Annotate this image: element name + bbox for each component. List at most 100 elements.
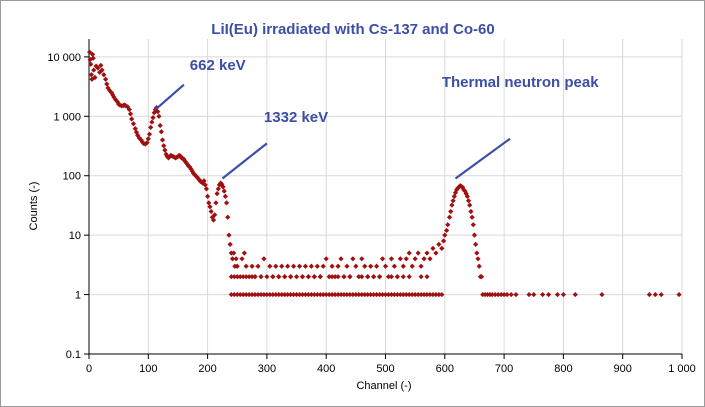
data-point: [382, 291, 389, 298]
y-tick-label: 0.1: [66, 349, 81, 361]
data-point: [320, 263, 326, 269]
data-point: [276, 291, 282, 298]
data-point: [243, 274, 249, 280]
data-point: [234, 274, 240, 280]
data-point: [450, 198, 456, 204]
data-point: [430, 291, 436, 298]
data-point: [296, 291, 303, 298]
data-point: [388, 274, 395, 280]
data-point: [526, 291, 532, 298]
x-tick-label: 0: [86, 363, 92, 375]
data-point: [344, 263, 350, 269]
data-points: [86, 49, 682, 298]
data-point: [203, 186, 210, 192]
data-point: [210, 217, 217, 223]
data-point: [231, 291, 237, 298]
data-point: [249, 291, 255, 298]
data-point: [126, 106, 132, 113]
data-point: [394, 274, 400, 280]
y-tick-label: 10 000: [47, 52, 81, 64]
data-point: [302, 263, 309, 269]
data-point: [359, 256, 365, 262]
data-point: [347, 291, 353, 298]
data-point: [418, 263, 424, 269]
data-point: [108, 90, 115, 96]
data-point: [225, 214, 231, 220]
data-point: [368, 291, 374, 298]
data-point: [299, 291, 306, 298]
y-tick-label: 100: [63, 171, 81, 183]
data-point: [467, 202, 473, 208]
data-point: [465, 198, 472, 204]
data-point: [353, 263, 359, 269]
data-point: [144, 140, 150, 146]
data-point: [305, 291, 312, 298]
data-point: [338, 256, 344, 262]
data-point: [356, 274, 362, 280]
data-point: [233, 256, 239, 262]
data-point: [359, 274, 365, 280]
data-point: [362, 263, 368, 269]
data-point: [206, 200, 212, 206]
x-tick-label: 400: [317, 363, 335, 375]
data-point: [471, 232, 478, 238]
data-point: [379, 256, 386, 262]
data-point: [433, 250, 439, 256]
data-point: [560, 291, 566, 298]
data-point: [406, 274, 412, 280]
annotation-leader-line: [221, 142, 268, 180]
data-point: [599, 291, 605, 298]
data-point: [421, 291, 427, 298]
data-point: [314, 291, 320, 298]
data-point: [285, 263, 291, 269]
data-point: [293, 291, 300, 298]
data-point: [427, 291, 433, 298]
data-point: [317, 291, 323, 298]
data-point: [270, 291, 276, 298]
data-point: [376, 291, 383, 298]
data-point: [149, 119, 155, 125]
data-point: [554, 291, 561, 298]
x-tick-label: 200: [198, 363, 216, 375]
data-point: [469, 214, 475, 220]
data-point: [228, 274, 234, 280]
data-point: [290, 291, 297, 298]
y-tick-label: 1 000: [53, 111, 81, 123]
data-point: [223, 200, 230, 206]
data-point: [150, 115, 156, 121]
data-point: [531, 291, 537, 298]
data-point: [99, 67, 105, 73]
data-point: [449, 202, 455, 208]
data-point: [391, 291, 397, 298]
data-point: [270, 274, 276, 280]
data-point: [317, 274, 323, 280]
data-point: [237, 274, 243, 280]
data-point: [159, 137, 166, 143]
data-point: [229, 256, 236, 262]
data-point: [545, 291, 552, 298]
data-point: [332, 274, 338, 280]
data-point: [439, 245, 445, 251]
data-point: [305, 274, 312, 280]
data-point: [451, 193, 457, 199]
data-point: [441, 238, 447, 244]
data-point: [476, 263, 482, 269]
data-point: [344, 291, 350, 298]
data-point: [347, 274, 353, 280]
data-point: [335, 291, 341, 298]
data-point: [282, 274, 288, 280]
data-point: [508, 291, 514, 298]
data-point: [98, 62, 104, 68]
annotations: 662 keV 1332 keV Thermal neutron peak: [154, 57, 599, 180]
data-point: [329, 291, 335, 298]
data-point: [350, 256, 356, 262]
data-point: [403, 291, 409, 298]
x-tick-label: 1 000: [668, 363, 696, 375]
data-point: [161, 143, 167, 149]
data-point: [228, 291, 234, 298]
data-point: [446, 214, 453, 220]
grid: [89, 39, 683, 354]
data-point: [540, 291, 546, 298]
data-point: [473, 241, 479, 247]
data-point: [424, 274, 430, 280]
